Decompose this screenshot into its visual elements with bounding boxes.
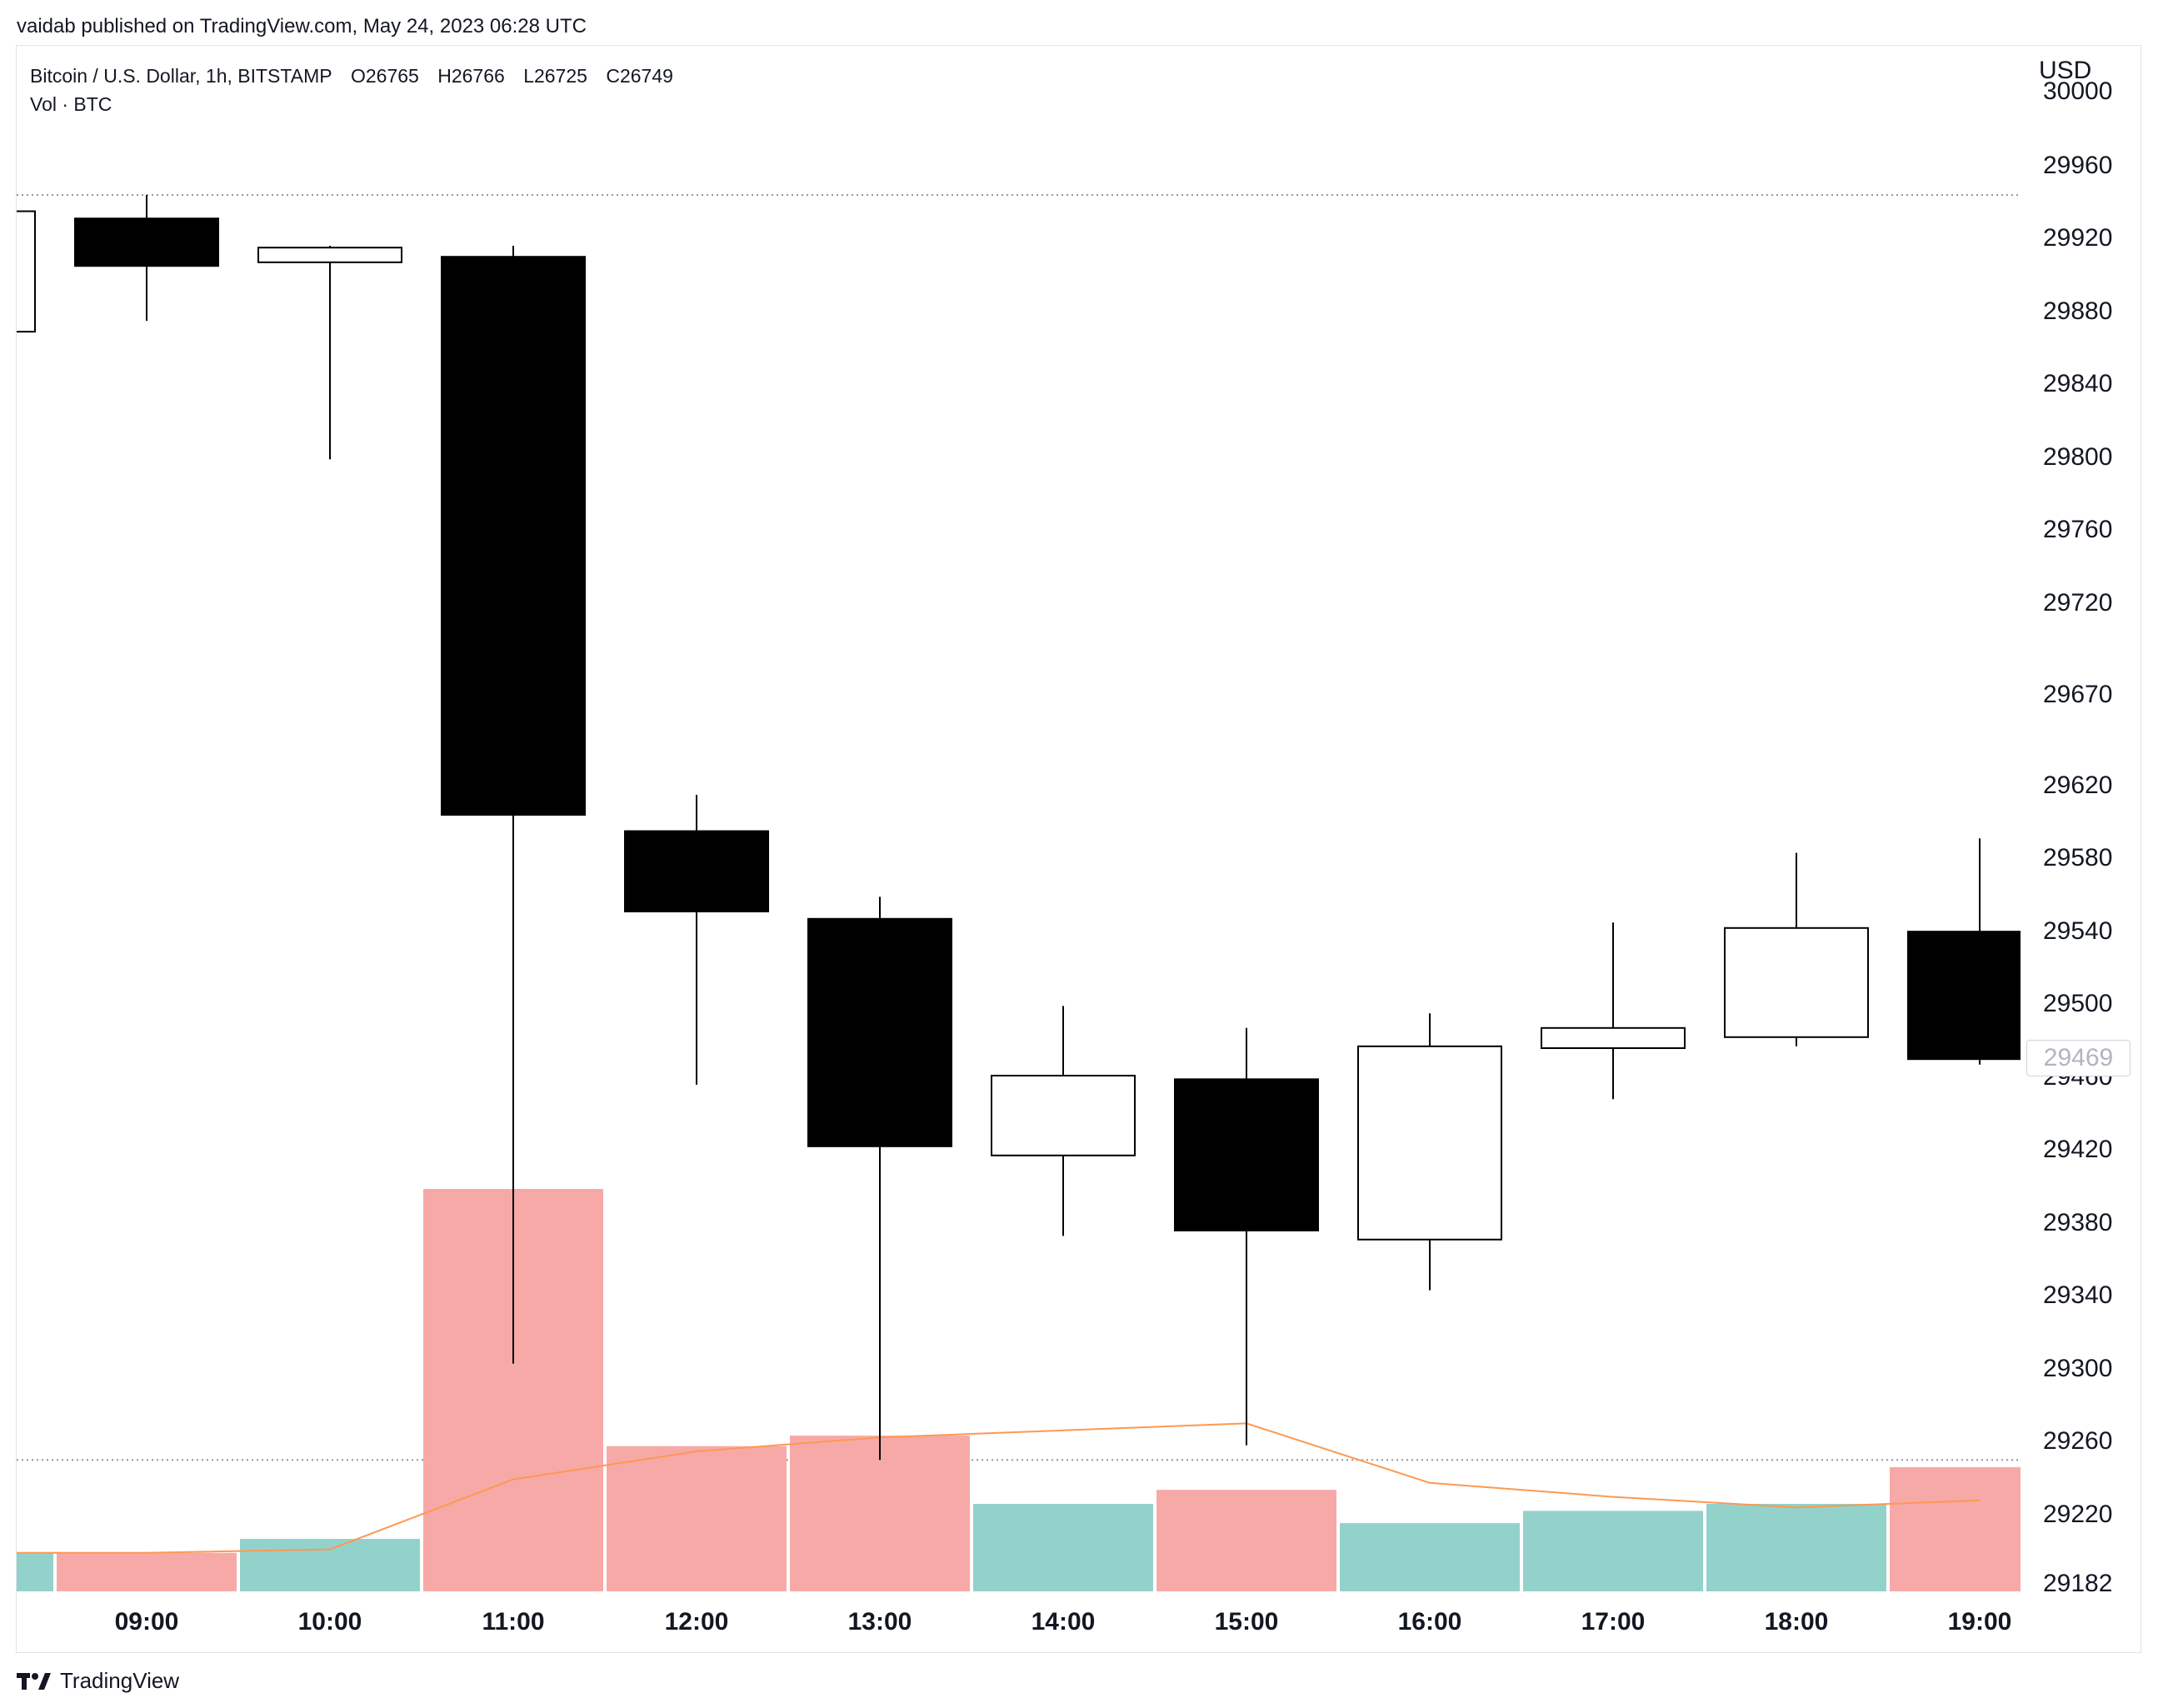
price-axis: 30000 29960 29920 29880 29840 29800 29760 29720… <box>2043 77 2112 1597</box>
volume-bar <box>790 1436 970 1591</box>
candle-body <box>1541 1026 1686 1050</box>
price-tick-label: 30000 <box>2043 77 2112 105</box>
time-tick-label: 16:00 <box>1398 1608 1462 1636</box>
legend-symbol-row: Bitcoin / U.S. Dollar, 1h, BITSTAMP O267… <box>30 62 687 90</box>
volume-bar <box>240 1539 420 1591</box>
candle <box>1357 1013 1502 1291</box>
price-tick-label: 29182 <box>2043 1570 2112 1597</box>
time-tick-label: 14:00 <box>1032 1608 1096 1636</box>
chart-legend: Bitcoin / U.S. Dollar, 1h, BITSTAMP O267… <box>30 62 687 118</box>
price-tick-label: 29580 <box>2043 844 2112 871</box>
time-tick-label: 18:00 <box>1765 1608 1829 1636</box>
price-tick-label: 29500 <box>2043 990 2112 1017</box>
time-tick-label: 11:00 <box>482 1608 544 1636</box>
price-tick-label: 29220 <box>2043 1501 2112 1528</box>
candle-body <box>1724 926 1869 1038</box>
candle <box>991 1006 1136 1236</box>
footer-brand-text: TradingView <box>60 1668 180 1693</box>
tradingview-logo-icon <box>17 1672 51 1690</box>
legend-open: O26765 <box>350 65 419 87</box>
volume-bar <box>57 1552 237 1591</box>
candle <box>17 210 36 333</box>
price-tick-label: 29800 <box>2043 443 2112 471</box>
last-price-badge: 29469 <box>2026 1040 2131 1076</box>
candle-body <box>991 1075 1136 1156</box>
candle <box>1174 1027 1319 1446</box>
footer-brand[interactable]: TradingView <box>17 1668 179 1694</box>
time-tick-label: 10:00 <box>298 1608 362 1636</box>
volume-ma-line <box>17 1422 1981 1554</box>
time-tick-label: 15:00 <box>1215 1608 1279 1636</box>
volume-bar <box>17 1552 53 1591</box>
price-tick-label: 29840 <box>2043 370 2112 397</box>
time-tick-label: 09:00 <box>115 1608 179 1636</box>
candle-body <box>1907 931 2021 1061</box>
price-tick-label: 29960 <box>2043 152 2112 179</box>
price-tick-label: 29340 <box>2043 1281 2112 1309</box>
candle-body <box>257 247 402 263</box>
volume-bar <box>607 1446 787 1591</box>
chart-frame <box>16 45 2141 1653</box>
candle <box>1907 838 2021 1065</box>
time-tick-label: 13:00 <box>848 1608 912 1636</box>
volume-bar <box>1890 1466 2021 1591</box>
price-tick-label: 29420 <box>2043 1136 2112 1163</box>
price-tick-label: 29670 <box>2043 681 2112 708</box>
candle <box>74 194 219 322</box>
candle-body <box>17 210 36 333</box>
time-tick-label: 19:00 <box>1948 1608 2012 1636</box>
legend-volume: Vol · BTC <box>30 93 112 115</box>
legend-high: H26766 <box>437 65 505 87</box>
candle <box>807 896 952 1461</box>
candle-body <box>807 917 952 1147</box>
volume-bar <box>1340 1523 1520 1591</box>
price-tick-label: 29760 <box>2043 516 2112 543</box>
candle <box>441 246 586 1364</box>
candle-body <box>441 256 586 816</box>
candle <box>624 795 769 1085</box>
price-tick-label: 29300 <box>2043 1355 2112 1382</box>
price-tick-label: 29540 <box>2043 917 2112 945</box>
price-tick-label: 29720 <box>2043 589 2112 617</box>
candle-body <box>624 830 769 912</box>
candle <box>1724 852 1869 1046</box>
price-tick-label: 29920 <box>2043 224 2112 252</box>
candle <box>1541 922 1686 1100</box>
volume-bar <box>1523 1511 1703 1591</box>
price-tick-label: 29620 <box>2043 772 2112 799</box>
legend-close: C26749 <box>606 65 673 87</box>
candle <box>257 246 402 460</box>
candle-body <box>74 217 219 267</box>
candle-body <box>1174 1078 1319 1231</box>
legend-symbol: Bitcoin / U.S. Dollar, 1h, BITSTAMP <box>30 65 332 87</box>
currency-label: USD <box>2039 57 2092 84</box>
time-tick-label: 12:00 <box>665 1608 729 1636</box>
legend-low: L26725 <box>523 65 587 87</box>
time-tick-label: 17:00 <box>1581 1608 1646 1636</box>
candle-body <box>1357 1045 1502 1241</box>
volume-bar <box>1706 1504 1886 1591</box>
volume-bar <box>973 1504 1153 1591</box>
published-note: vaidab published on TradingView.com, May… <box>17 15 587 37</box>
time-axis: 09:00 10:00 11:00 12:00 13:00 14:00 15:00 16:00… <box>115 1608 2012 1636</box>
volume-bar <box>1156 1490 1336 1591</box>
plot-area <box>17 193 2021 1591</box>
price-tick-label: 29880 <box>2043 297 2112 325</box>
price-tick-label: 29260 <box>2043 1427 2112 1455</box>
price-tick-label: 29380 <box>2043 1209 2112 1236</box>
